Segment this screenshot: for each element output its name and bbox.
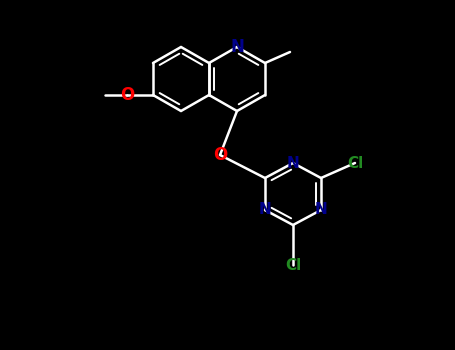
Text: Cl: Cl: [285, 258, 301, 273]
Text: N: N: [314, 203, 328, 217]
Text: Cl: Cl: [347, 155, 363, 170]
Text: N: N: [230, 38, 244, 56]
Text: N: N: [287, 155, 299, 170]
Text: O: O: [213, 146, 227, 164]
Text: O: O: [120, 86, 134, 104]
Text: N: N: [258, 203, 271, 217]
